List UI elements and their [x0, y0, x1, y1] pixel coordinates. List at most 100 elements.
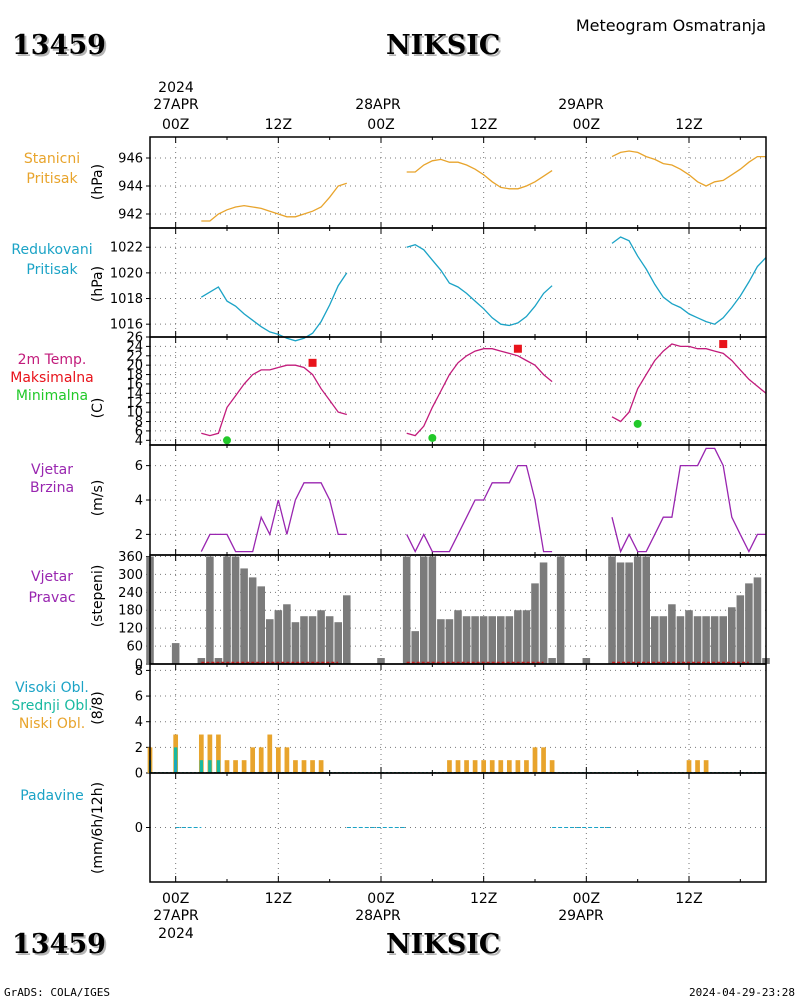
bottom-hour-label: 00Z: [162, 891, 189, 907]
wind-direction-bar: [548, 658, 556, 664]
wind-direction-bar: [437, 619, 445, 664]
cloud-bar: [207, 734, 213, 773]
wind-direction-bar: [308, 616, 317, 664]
wind-direction-bar: [317, 610, 325, 664]
footer-station-name: NIKSIC: [386, 929, 500, 960]
panel-unit-label: (hPa): [90, 164, 106, 200]
cloud-bar: [216, 760, 221, 773]
wind-direction-bar: [514, 610, 522, 664]
wind-direction-bar: [471, 616, 479, 664]
wind-direction-bar: [719, 616, 727, 664]
wind-direction-bar: [231, 556, 240, 664]
cloud-bar: [199, 760, 204, 773]
min-temp-marker: [223, 436, 231, 445]
panel-label: 2m Temp.: [18, 352, 87, 368]
cloud-bar: [703, 760, 709, 773]
wind-direction-bar: [257, 586, 265, 664]
top-hour-label: 12Z: [470, 117, 497, 133]
wind-direction-bar: [462, 616, 471, 664]
min-temp-marker: [633, 419, 642, 428]
cloud-bar: [174, 760, 177, 773]
y-tick-label: 16: [126, 377, 143, 392]
panel-precip: 0 Padavine (mm/6h/12h): [20, 772, 767, 883]
bottom-hour-labels: 00Z 12Z 00Z 12Z 00Z 12Z: [162, 891, 703, 907]
wind-direction-bar: [274, 610, 283, 664]
wind-direction-bar: [479, 616, 488, 664]
y-tick-label: 240: [118, 586, 143, 601]
panel-label: Pritisak: [26, 262, 78, 278]
wind-direction-bar: [343, 595, 351, 664]
wind-direction-bar: [728, 607, 736, 664]
panel-station-pressure: 942 944 946 Stanicni Pritisak (hPa): [24, 136, 767, 229]
max-temp-marker: [308, 358, 317, 367]
y-tick-label: 0: [135, 658, 143, 673]
cloud-bar: [318, 760, 324, 773]
y-tick-label: 944: [118, 180, 143, 195]
panel-unit-label: (m/s): [90, 480, 106, 517]
wind-direction-bar: [693, 616, 702, 664]
panel-frame: [149, 444, 767, 556]
y-tick-label: 180: [118, 604, 143, 619]
max-temp-marker: [719, 340, 728, 349]
bottom-day-label: 27APR: [153, 908, 199, 924]
cloud-bar: [284, 747, 290, 773]
y-tick-label: 6: [135, 690, 143, 705]
series-line: [611, 343, 767, 423]
cloud-bar: [198, 734, 204, 773]
y-tick-label: 4: [135, 494, 143, 509]
series-line: [201, 364, 347, 437]
y-tick-label: 360: [118, 550, 143, 565]
cloud-bar: [301, 760, 307, 773]
top-hour-label: 12Z: [675, 117, 702, 133]
wind-direction-bar: [300, 616, 308, 664]
series-line: [406, 348, 553, 437]
y-tick-label: 26: [126, 331, 143, 346]
wind-direction-bar: [334, 622, 342, 664]
cloud-bar: [447, 760, 452, 773]
series-line: [200, 272, 348, 342]
cloud-bar: [293, 760, 298, 773]
wind-direction-bar: [745, 583, 753, 664]
y-tick-label: 300: [118, 568, 143, 583]
bottom-hour-label: 00Z: [367, 891, 394, 907]
y-tick-label: 942: [118, 208, 143, 223]
footer-station-id: 13459: [12, 929, 106, 960]
y-tick-label: 12: [126, 396, 143, 411]
min-temp-marker: [428, 433, 437, 442]
panel-label: Redukovani: [11, 242, 92, 258]
wind-direction-bar: [608, 556, 616, 664]
series-line: [611, 447, 766, 554]
y-tick-label: 4: [135, 434, 143, 449]
panel-unit-label: (hPa): [90, 266, 106, 302]
y-tick-label: 2: [135, 528, 143, 543]
bottom-day-label: 28APR: [355, 908, 401, 924]
cloud-bar: [498, 760, 504, 773]
y-tick-label: 8: [135, 415, 143, 430]
cloud-bar: [695, 760, 700, 773]
wind-direction-bar: [736, 595, 745, 664]
wind-direction-bar: [402, 556, 411, 664]
bottom-hour-label: 12Z: [675, 891, 702, 907]
cloud-bar: [258, 747, 264, 773]
y-tick-label: 8: [135, 664, 143, 679]
y-tick-label: 2: [135, 741, 143, 756]
station-name-shadow: NIKSIC: [388, 32, 502, 63]
cloud-bar: [464, 760, 469, 773]
footer-credit: GrADS: COLA/IGES: [4, 986, 110, 999]
bottom-year-label: 2024: [158, 926, 194, 942]
wind-direction-bar: [283, 604, 291, 664]
footer-station-name-shadow: NIKSIC: [388, 931, 502, 962]
series-line: [406, 243, 553, 327]
wind-direction-bar: [488, 616, 496, 664]
y-tick-label: 18: [126, 368, 143, 383]
cloud-bar: [549, 760, 555, 773]
wind-direction-bar: [420, 556, 428, 664]
wind-direction-bar: [291, 622, 300, 664]
panel-clouds: 0 2 4 6 8 Visoki Obl. Srednji Obl. Niski Obl. (8…: [11, 663, 767, 782]
cloud-bar: [481, 760, 487, 773]
y-tick-label: 120: [118, 622, 143, 637]
wind-direction-bar: [702, 616, 710, 664]
